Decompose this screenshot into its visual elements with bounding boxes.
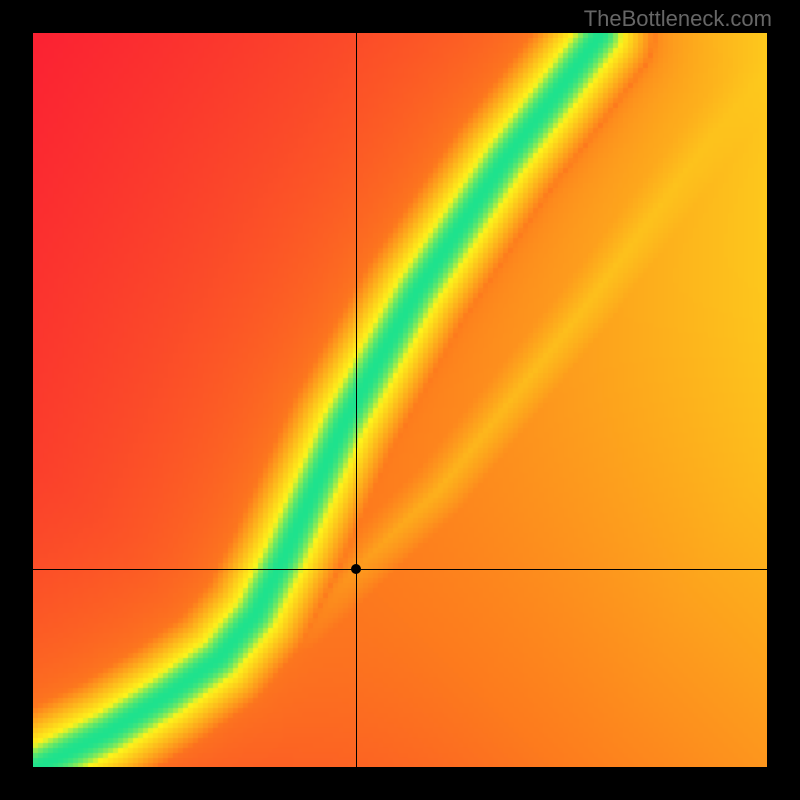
crosshair-marker (351, 564, 361, 574)
bottleneck-heatmap (33, 33, 767, 767)
crosshair-vertical (356, 33, 357, 767)
crosshair-horizontal (33, 569, 767, 570)
chart-container: TheBottleneck.com (0, 0, 800, 800)
watermark-text: TheBottleneck.com (584, 6, 772, 32)
